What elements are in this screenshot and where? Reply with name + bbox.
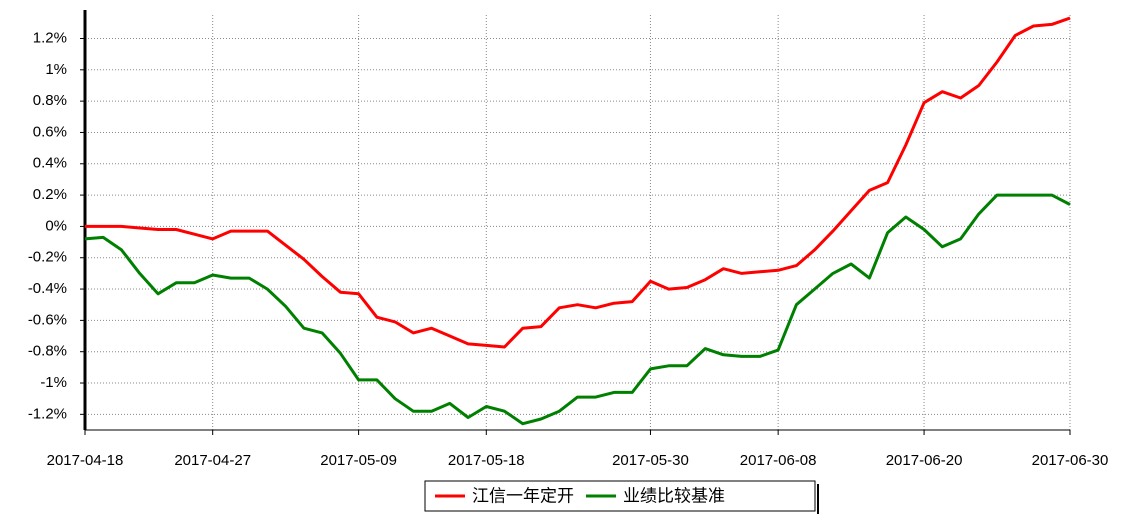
y-tick-label: -0.8% [28,343,67,360]
y-tick-label: -0.4% [28,280,67,297]
y-tick-label: -1.2% [28,405,67,422]
y-tick-label: 0% [45,217,67,234]
y-tick-label: -0.2% [28,249,67,266]
legend-label: 业绩比较基准 [623,486,725,505]
x-tick-label: 2017-06-30 [1032,452,1109,469]
y-tick-label: 0.8% [33,92,67,109]
x-tick-label: 2017-04-18 [47,452,124,469]
legend: 江信一年定开 业绩比较基准 [424,480,819,514]
legend-label: 江信一年定开 [472,486,574,505]
y-tick-label: 1% [45,61,67,78]
y-tick-label: 0.6% [33,123,67,140]
legend-box [424,480,816,512]
series-line [85,16,1071,349]
x-tick-label: 2017-04-27 [174,452,251,469]
x-tick-label: 2017-05-30 [612,452,689,469]
x-tick-label: 2017-05-18 [448,452,525,469]
y-tick-label: 1.2% [33,29,67,46]
x-tick-label: 2017-06-20 [886,452,963,469]
y-tick-label: -1% [40,374,67,391]
y-tick-label: -0.6% [28,311,67,328]
y-tick-label: 0.2% [33,186,67,203]
series-line [84,193,1071,426]
y-tick-label: 0.4% [33,155,67,172]
x-tick-label: 2017-06-08 [740,452,817,469]
x-tick-label: 2017-05-09 [320,452,397,469]
